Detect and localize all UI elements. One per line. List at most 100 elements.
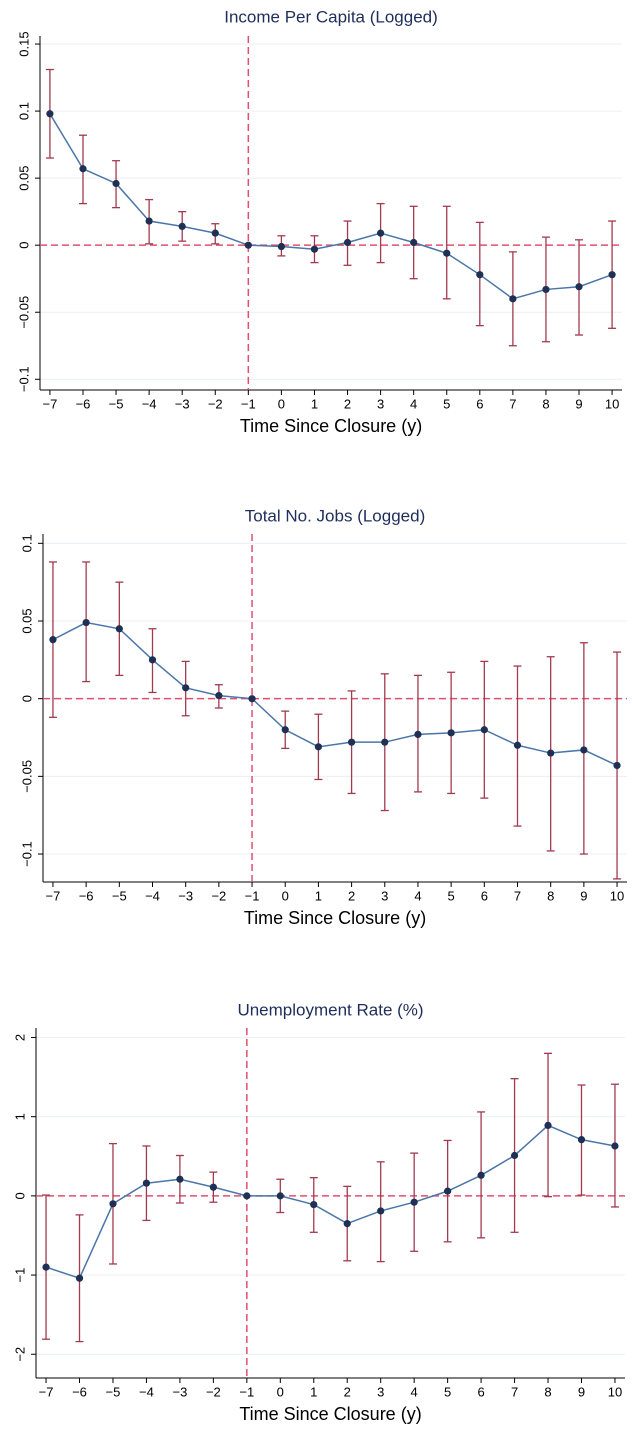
point [477,1171,485,1179]
point [176,1175,184,1183]
x-tick-label: 6 [477,1384,484,1399]
point [244,241,252,249]
y-tick-label: 0.1 [19,534,34,552]
point [480,726,488,734]
x-tick-label: 1 [311,396,318,411]
x-tick-label: −1 [241,396,256,411]
point [178,222,186,231]
point [115,625,123,633]
point [347,738,356,746]
x-tick-label: −5 [112,888,127,903]
point [575,283,583,291]
point [414,730,422,739]
point [447,729,455,737]
point [209,1183,217,1191]
point [443,249,451,257]
x-tick-label: −6 [79,888,94,903]
point [211,229,219,237]
point [276,1192,284,1200]
y-tick-label: −1 [12,1268,27,1283]
x-tick-label: 10 [610,888,624,903]
point [542,285,550,294]
x-tick-label: −7 [39,1384,54,1399]
x-tick-label: 10 [605,396,619,411]
y-tick-label: −0.05 [19,760,34,793]
point [49,636,57,644]
x-tick-label: 7 [511,1384,518,1399]
x-tick-label: −5 [106,1384,121,1399]
point [377,1207,385,1215]
x-tick-label: −2 [206,1384,221,1399]
point [82,618,90,627]
point [580,746,588,754]
point [509,295,517,303]
point [145,217,153,225]
point [547,749,555,757]
x-tick-label: 9 [578,1384,585,1399]
point [215,691,223,700]
point [109,1200,117,1208]
x-tick-label: −1 [245,888,260,903]
x-tick-label: −2 [208,396,223,411]
point [42,1263,50,1271]
x-tick-label: 2 [344,1384,351,1399]
point [46,110,54,118]
x-tick-label: 3 [377,1384,384,1399]
point [410,1198,418,1206]
x-tick-label: −1 [239,1384,254,1399]
series-line [49,113,613,300]
x-axis-title: Time Since Closure (y) [244,908,426,928]
x-tick-label: −4 [145,888,160,903]
x-tick-label: 8 [542,396,549,411]
x-tick-label: 2 [348,888,355,903]
point [444,1187,452,1195]
x-tick-label: 8 [547,888,554,903]
chart-title: Unemployment Rate (%) [237,1000,423,1019]
x-tick-label: 2 [344,396,351,411]
y-tick-label: −0.1 [19,841,34,867]
y-tick-label: 0.1 [16,102,31,120]
point [148,656,157,664]
x-tick-label: −6 [76,396,91,411]
y-tick-label: −0.05 [16,296,31,329]
point [314,743,323,751]
point [510,1151,519,1160]
x-tick-label: 5 [448,888,455,903]
x-tick-label: 10 [608,1384,622,1399]
point [608,271,616,279]
x-tick-label: −7 [46,888,61,903]
y-tick-label: 2 [12,1034,27,1041]
x-tick-label: 7 [509,396,516,411]
x-tick-label: −3 [175,396,190,411]
x-tick-label: 9 [580,888,587,903]
point [142,1179,151,1187]
point [243,1192,251,1200]
x-tick-label: 1 [310,1384,317,1399]
x-tick-label: −3 [172,1384,187,1399]
x-tick-label: −4 [139,1384,154,1399]
point [112,179,120,188]
x-tick-label: 4 [411,1384,418,1399]
x-axis-title: Time Since Closure (y) [240,416,422,436]
point [381,738,389,746]
x-tick-label: 6 [481,888,488,903]
x-tick-label: 3 [381,888,388,903]
x-tick-label: 4 [410,396,417,411]
x-axis-title: Time Since Closure (y) [239,1404,421,1424]
x-tick-label: −2 [211,888,226,903]
y-tick-label: 0.15 [16,31,31,56]
x-tick-label: −4 [142,396,157,411]
y-tick-label: −2 [12,1347,27,1362]
series-line [52,621,618,767]
y-tick-label: 0 [19,695,34,702]
x-tick-label: 9 [575,396,582,411]
chart-title: Total No. Jobs (Logged) [245,506,426,525]
x-tick-label: 3 [377,396,384,411]
point [277,242,285,251]
point [611,1142,619,1150]
y-tick-label: 0.05 [16,165,31,190]
y-tick-label: 1 [12,1113,27,1120]
point [310,245,319,253]
point [544,1121,552,1129]
